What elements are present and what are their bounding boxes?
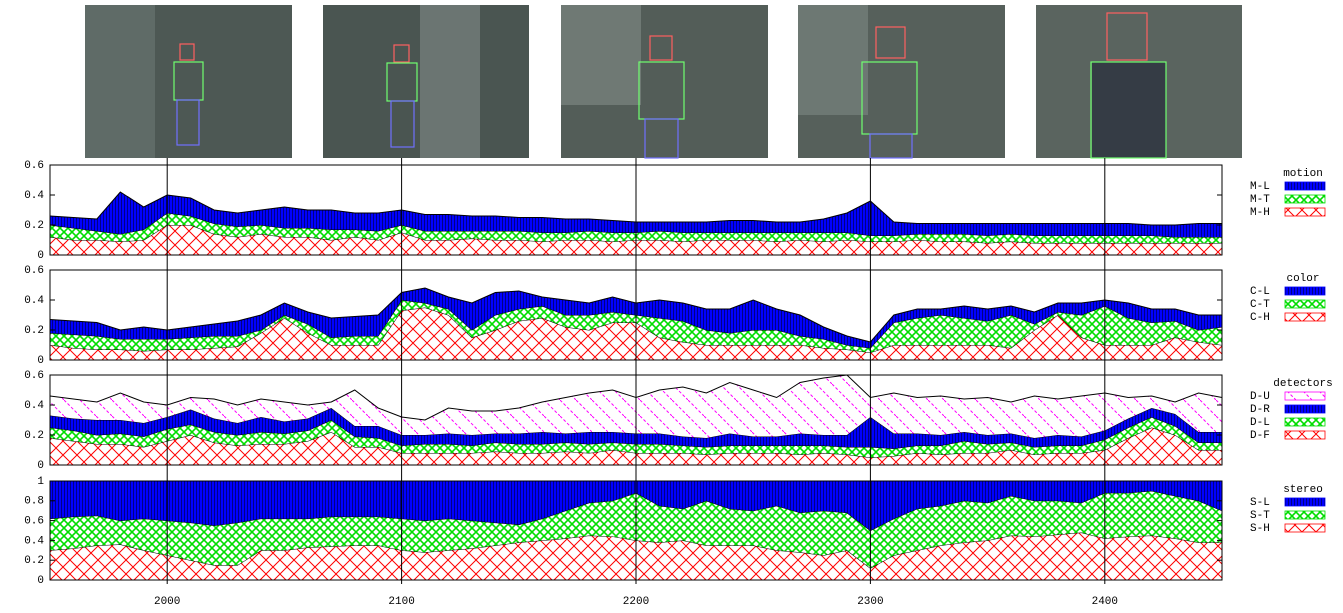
chart-panel: 0 0.2 0.4 0.6 motion M-LM-TM-H bbox=[24, 158, 1325, 262]
y-tick-label: 0.2 bbox=[24, 220, 44, 232]
legend-swatch bbox=[1285, 405, 1325, 413]
legend-swatch bbox=[1285, 313, 1325, 321]
x-tick-label: 2300 bbox=[857, 596, 883, 608]
legend-swatch bbox=[1285, 498, 1325, 506]
legend-swatch bbox=[1285, 287, 1325, 295]
y-tick-label: 0.4 bbox=[24, 190, 44, 202]
legend-label: S-H bbox=[1250, 523, 1270, 535]
y-tick-label: 0 bbox=[37, 355, 44, 367]
y-tick-label: 1 bbox=[37, 476, 44, 488]
legend-swatch bbox=[1285, 300, 1325, 308]
legend: color C-LC-TC-H bbox=[1250, 273, 1325, 324]
legend-swatch bbox=[1285, 524, 1325, 532]
y-tick-label: 0.2 bbox=[24, 325, 44, 337]
chart-panel: 0 0.2 0.4 0.6 0.8 1 2000 2100 2200 2300 2400 stereo… bbox=[24, 465, 1325, 608]
legend-label: M-L bbox=[1250, 181, 1270, 193]
x-tick-label: 2200 bbox=[623, 596, 649, 608]
y-tick-label: 0 bbox=[37, 460, 44, 472]
legend-label: S-L bbox=[1250, 497, 1270, 509]
legend-swatch bbox=[1285, 208, 1325, 216]
frame bbox=[85, 5, 292, 158]
legend-title: color bbox=[1286, 273, 1319, 285]
legend-label: C-L bbox=[1250, 286, 1270, 298]
frames bbox=[85, 5, 1242, 158]
frame bbox=[1036, 5, 1242, 158]
y-tick-label: 0.6 bbox=[24, 516, 44, 528]
y-tick-label: 0 bbox=[37, 250, 44, 262]
y-tick-label: 0 bbox=[37, 575, 44, 587]
y-tick-label: 0.8 bbox=[24, 496, 44, 508]
legend-swatch bbox=[1285, 195, 1325, 203]
y-tick-label: 0.6 bbox=[24, 370, 44, 382]
x-tick-label: 2000 bbox=[154, 596, 180, 608]
frame bbox=[561, 5, 768, 158]
legend-swatch bbox=[1285, 431, 1325, 439]
y-tick-label: 0.6 bbox=[24, 160, 44, 172]
y-tick-label: 0.2 bbox=[24, 555, 44, 567]
figure: 0 0.2 0.4 0.6 motion M-LM-TM-H 0 0.2 0.4 0.6 color… bbox=[0, 0, 1343, 613]
legend-swatch bbox=[1285, 182, 1325, 190]
y-tick-label: 0.4 bbox=[24, 535, 44, 547]
legend-label: S-T bbox=[1250, 510, 1270, 522]
legend-label: D-F bbox=[1250, 430, 1270, 442]
legend-title: detectors bbox=[1273, 378, 1332, 390]
legend-label: C-H bbox=[1250, 312, 1270, 324]
y-tick-label: 0.6 bbox=[24, 265, 44, 277]
legend-label: M-T bbox=[1250, 194, 1270, 206]
x-tick-label: 2100 bbox=[388, 596, 414, 608]
y-tick-label: 0.2 bbox=[24, 430, 44, 442]
legend-swatch bbox=[1285, 418, 1325, 426]
frame bbox=[798, 5, 1005, 158]
y-tick-label: 0.4 bbox=[24, 400, 44, 412]
legend: stereo S-LS-TS-H bbox=[1250, 484, 1325, 535]
legend-label: D-R bbox=[1250, 404, 1270, 416]
legend-swatch bbox=[1285, 511, 1325, 519]
x-tick-label: 2400 bbox=[1092, 596, 1118, 608]
legend-title: stereo bbox=[1283, 484, 1323, 496]
legend-label: M-H bbox=[1250, 207, 1270, 219]
y-tick-label: 0.4 bbox=[24, 295, 44, 307]
chart-panel: 0 0.2 0.4 0.6 color C-LC-TC-H bbox=[24, 255, 1325, 367]
legend-label: C-T bbox=[1250, 299, 1270, 311]
legend-label: D-U bbox=[1250, 391, 1270, 403]
legend-swatch bbox=[1285, 392, 1325, 400]
frame bbox=[323, 5, 529, 158]
legend-label: D-L bbox=[1250, 417, 1270, 429]
legend: motion M-LM-TM-H bbox=[1250, 168, 1325, 219]
legend-title: motion bbox=[1283, 168, 1323, 180]
